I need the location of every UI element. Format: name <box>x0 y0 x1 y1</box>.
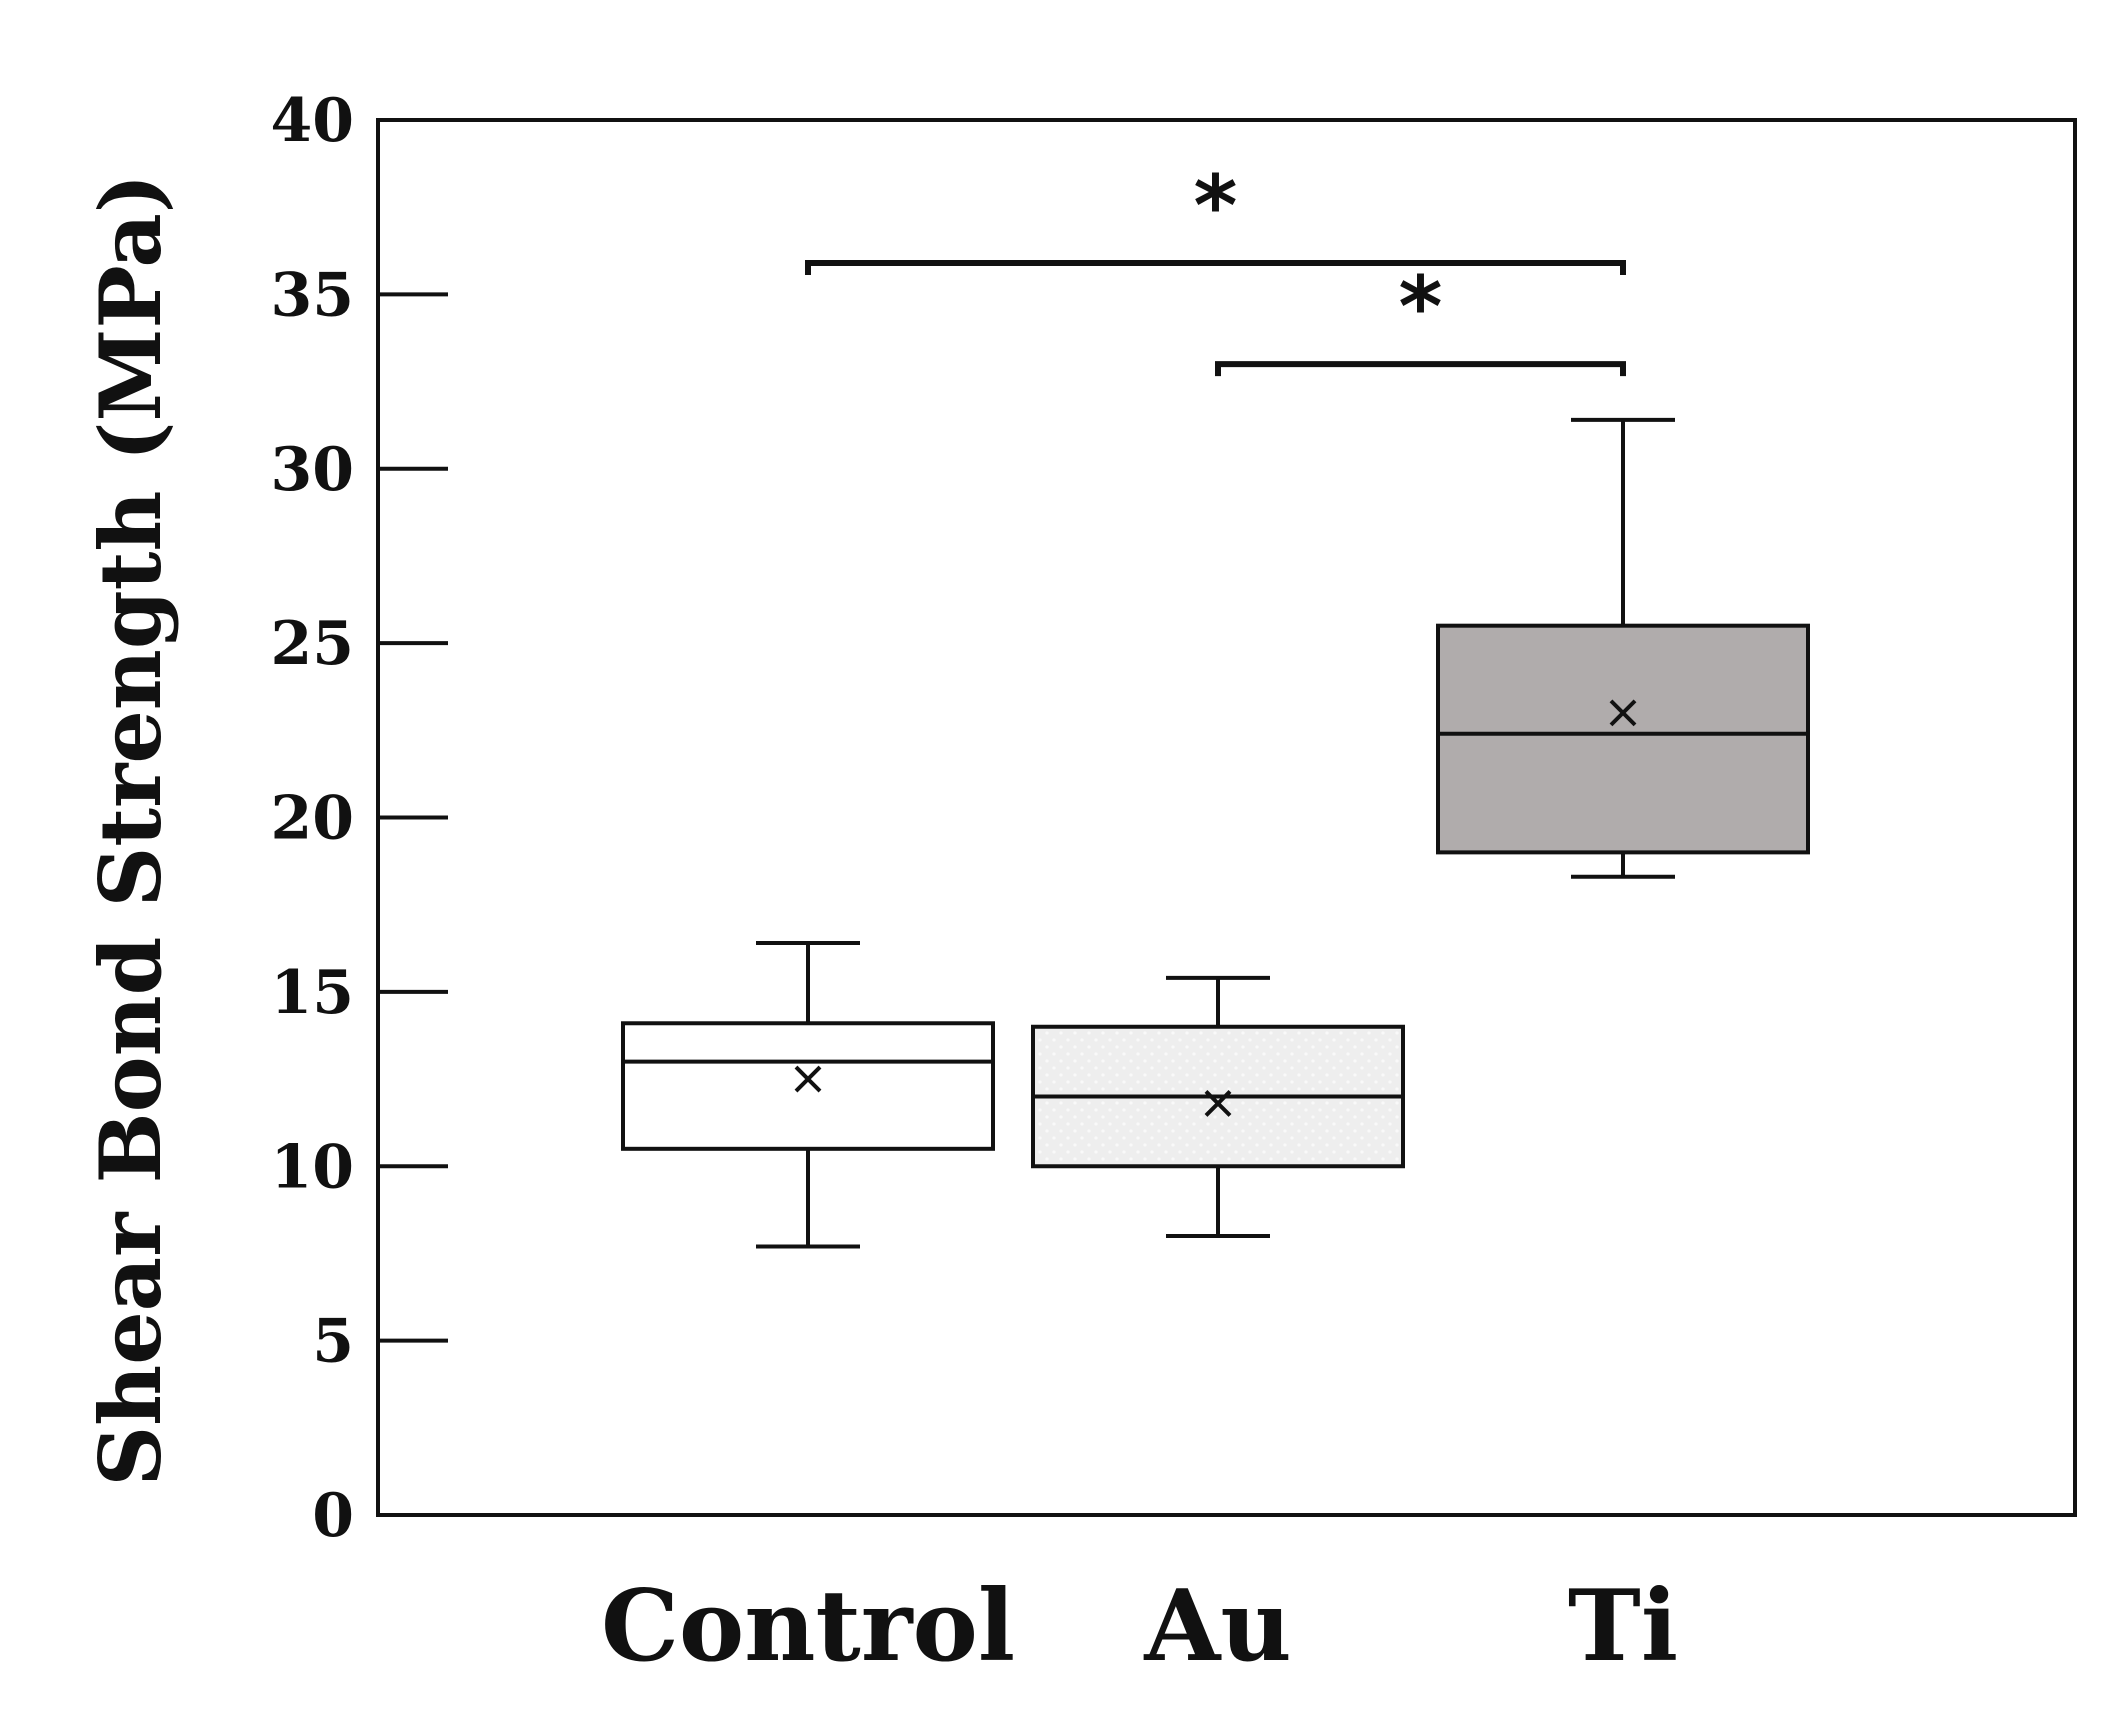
significance-star: * <box>1399 258 1443 356</box>
y-tick-label: 40 <box>271 86 355 156</box>
y-tick-label: 5 <box>312 1307 354 1377</box>
bracket-line <box>1215 361 1626 377</box>
y-tick-label: 10 <box>271 1132 355 1202</box>
iqr-box <box>621 1021 995 1151</box>
category-labels: Control Au Ti <box>601 1569 1678 1684</box>
mean-marker <box>1204 1090 1232 1117</box>
category-label-ti: Ti <box>1568 1569 1678 1684</box>
significance-bracket: * <box>1215 258 1626 377</box>
y-tick-label: 35 <box>271 260 355 330</box>
iqr-box <box>1436 623 1810 855</box>
category-label-control: Control <box>601 1569 1015 1684</box>
mean-marker <box>1609 699 1637 727</box>
y-tick-label: 30 <box>271 435 355 505</box>
y-tick-label: 0 <box>312 1481 354 1551</box>
box-ti <box>1436 417 1810 879</box>
significance-layer: ** <box>805 157 1626 377</box>
plot-frame <box>376 118 2077 1517</box>
significance-bracket: * <box>805 157 1626 275</box>
y-tick-label: 20 <box>271 784 355 854</box>
bracket-line <box>805 259 1626 275</box>
y-axis-ticks: 0 5 10 15 20 25 30 35 40 <box>271 86 448 1551</box>
significance-star: * <box>1194 157 1238 255</box>
category-label-au: Au <box>1143 1569 1291 1684</box>
boxes-layer <box>621 417 1810 1249</box>
mean-marker <box>794 1065 822 1093</box>
y-tick-label: 25 <box>271 609 355 679</box>
y-axis-label: Shear Bond Strength (MPa) <box>81 173 180 1486</box>
y-tick-label: 15 <box>271 958 355 1028</box>
box-control <box>621 941 995 1249</box>
box-au <box>1031 975 1405 1238</box>
